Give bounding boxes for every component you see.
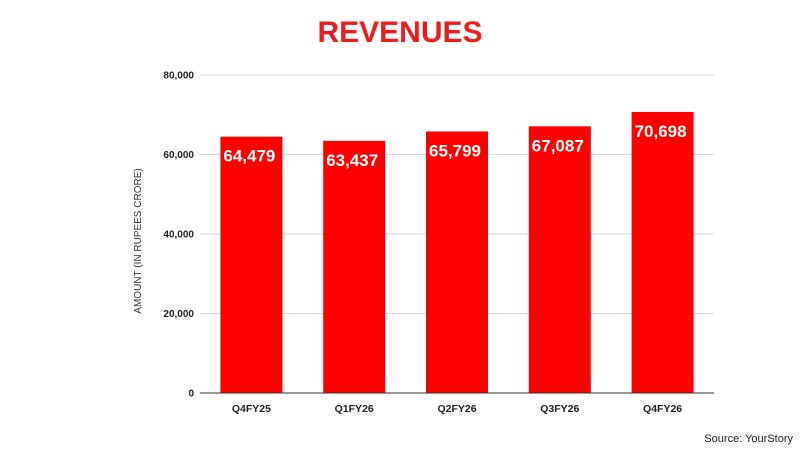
source-note: Source: YourStory [704,433,793,445]
x-category-label: Q4FY26 [643,403,682,415]
x-category-label: Q3FY26 [540,403,579,415]
bar-value-label: 65,799 [429,141,481,160]
bar-value-label: 63,437 [326,151,378,170]
y-axis-ticks: 0 20,000 40,000 60,000 80,000 [163,71,194,400]
bar [323,140,386,393]
y-axis-label: AMOUNT (IN RUPEES CRORE) [133,168,144,313]
bar-value-label: 67,087 [532,136,584,155]
bar [631,111,694,393]
y-tick-label: 20,000 [163,309,194,320]
x-category-label: Q4FY25 [232,403,271,415]
bar [528,126,591,394]
y-tick-label: 0 [188,389,194,400]
data-labels: 64,479 63,437 65,799 67,087 70,698 [223,122,686,170]
bar-value-label: 64,479 [223,147,275,166]
x-axis-categories: Q4FY25 Q1FY26 Q2FY26 Q3FY26 Q4FY26 [232,403,682,415]
x-category-label: Q2FY26 [437,403,476,415]
bar [426,131,488,393]
y-tick-label: 60,000 [163,150,194,161]
bar [220,136,283,393]
y-tick-label: 80,000 [163,71,194,82]
y-tick-label: 40,000 [163,230,194,241]
chart-title: REVENUES [317,16,482,49]
x-category-label: Q1FY26 [335,403,374,415]
bar-value-label: 70,698 [635,122,687,141]
bars [220,111,694,394]
